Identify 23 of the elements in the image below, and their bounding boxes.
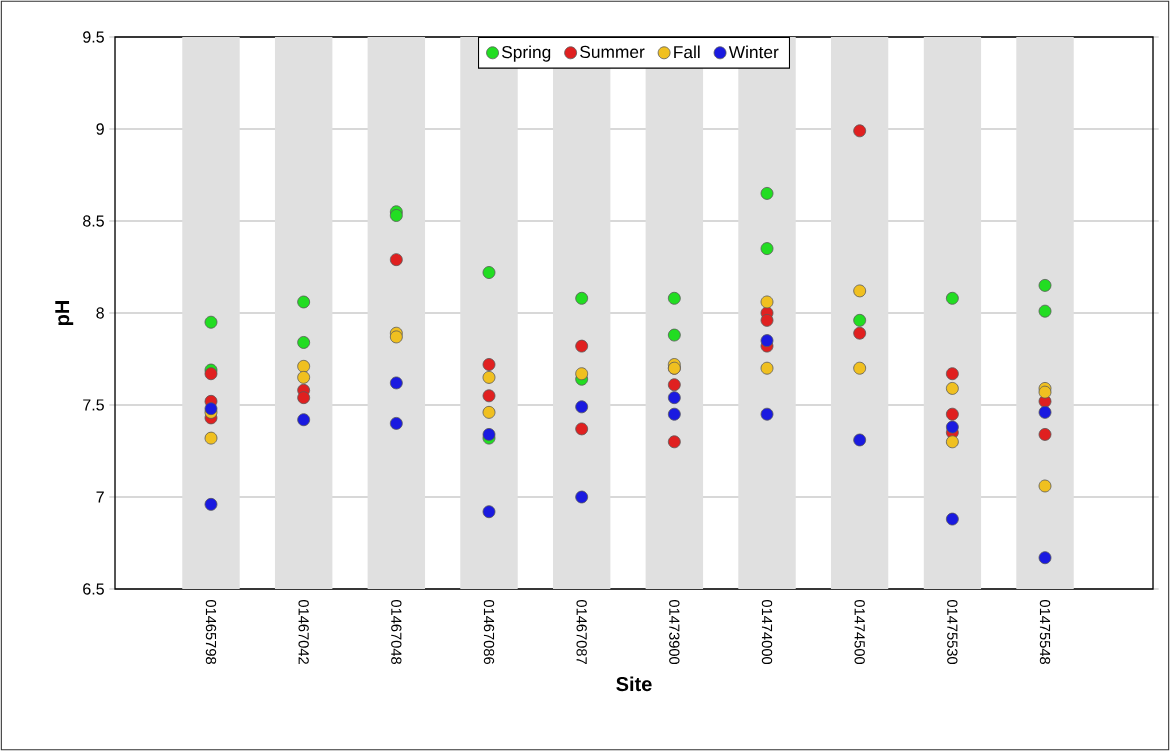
legend-label: Spring <box>502 45 551 62</box>
x-tick-label: 01474500 <box>854 599 865 665</box>
legend-label: Winter <box>728 45 779 59</box>
y-tick-label: 7 <box>96 491 104 503</box>
legend-label: Fall <box>674 45 700 59</box>
x-tick-label: 01475530 <box>947 599 958 665</box>
y-tick-label: 9.5 <box>83 31 104 43</box>
y-tick-label: 8.5 <box>83 215 104 227</box>
x-tick-label: 01475548 <box>1039 599 1051 664</box>
legend-label: Summer <box>580 45 645 59</box>
y-tick-label: 7.5 <box>83 399 104 411</box>
x-tick-label: 01467048 <box>391 599 402 664</box>
y-axis-title: pH <box>55 301 74 326</box>
y-tick-label: 9 <box>96 123 104 135</box>
x-tick-label: 01467042 <box>298 599 309 664</box>
x-tick-label: 01467087 <box>576 599 587 664</box>
x-tick-label: 01474000 <box>761 599 773 665</box>
x-tick-label: 01473900 <box>669 599 680 665</box>
x-tick-label: 01465798 <box>205 599 217 664</box>
x-tick-label: 01467086 <box>483 599 495 664</box>
y-tick-label: 6.5 <box>83 583 104 595</box>
x-axis-title: Site <box>616 676 652 692</box>
y-tick-label: 8 <box>96 307 104 319</box>
